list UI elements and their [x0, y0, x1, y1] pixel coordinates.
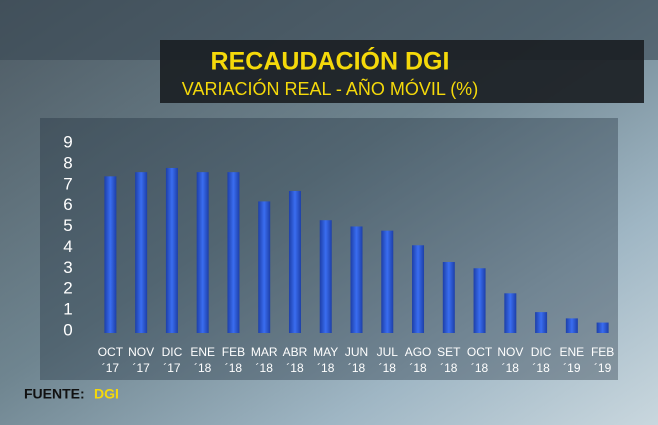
x-tick-label: ´18 — [348, 361, 366, 375]
x-tick-label: ENE — [190, 345, 215, 359]
x-tick-label: NOV — [497, 345, 523, 359]
bar — [565, 318, 578, 333]
x-tick-label: MAY — [313, 345, 338, 359]
x-tick-label: ´18 — [502, 361, 520, 375]
x-tick-label: NOV — [128, 345, 154, 359]
x-tick-label: JUL — [377, 345, 399, 359]
chart-subtitle: VARIACIÓN REAL - AÑO MÓVIL (%) — [182, 78, 478, 99]
x-tick-label: DIC — [162, 345, 183, 359]
x-tick-label: ENE — [560, 345, 585, 359]
x-tick-label: ´17 — [102, 361, 120, 375]
x-tick-label: OCT — [467, 345, 493, 359]
x-tick-label: MAR — [251, 345, 278, 359]
bar — [165, 167, 178, 333]
x-tick-label: OCT — [98, 345, 124, 359]
bar — [596, 322, 609, 333]
x-tick-label: ´17 — [132, 361, 150, 375]
bar — [381, 230, 394, 333]
x-tick-label: ´18 — [440, 361, 458, 375]
x-tick-label: ´18 — [379, 361, 397, 375]
y-tick-label: 8 — [63, 153, 72, 172]
y-tick-label: 1 — [63, 300, 72, 319]
bar — [104, 176, 117, 333]
y-tick-label: 9 — [63, 132, 72, 151]
bar — [535, 312, 548, 333]
x-tick-label: JUN — [345, 345, 368, 359]
y-tick-label: 2 — [63, 279, 72, 298]
x-tick-label: ´18 — [286, 361, 304, 375]
bar — [196, 172, 209, 333]
x-tick-label: ´19 — [594, 361, 612, 375]
x-tick-label: DIC — [531, 345, 552, 359]
x-tick-label: FEB — [591, 345, 614, 359]
y-tick-label: 6 — [63, 195, 72, 214]
x-tick-label: FEB — [222, 345, 245, 359]
x-tick-label: ´18 — [409, 361, 427, 375]
x-tick-label: SET — [437, 345, 461, 359]
source: DGI — [94, 386, 119, 402]
x-tick-label: ´18 — [194, 361, 212, 375]
title-box — [160, 40, 644, 103]
bar — [412, 245, 425, 333]
x-tick-label: ´18 — [532, 361, 550, 375]
bar — [350, 226, 363, 333]
y-tick-label: 7 — [63, 174, 72, 193]
x-tick-label: ABR — [283, 345, 308, 359]
y-tick-label: 0 — [63, 320, 72, 339]
bar — [227, 172, 240, 333]
bar — [258, 201, 271, 333]
bar — [504, 293, 517, 333]
bar — [288, 190, 301, 333]
bar — [319, 220, 332, 333]
source-label: FUENTE: — [24, 386, 85, 402]
x-tick-label: ´18 — [256, 361, 274, 375]
x-tick-label: ´18 — [317, 361, 335, 375]
x-tick-label: ´19 — [563, 361, 581, 375]
y-tick-label: 4 — [63, 237, 72, 256]
y-tick-label: 5 — [63, 216, 72, 235]
chart-title: RECAUDACIÓN DGI — [211, 46, 450, 76]
x-tick-label: ´18 — [225, 361, 243, 375]
bar — [442, 261, 455, 333]
x-tick-label: ´17 — [163, 361, 181, 375]
bar — [473, 268, 486, 333]
x-tick-label: ´18 — [471, 361, 489, 375]
x-tick-label: AGO — [405, 345, 432, 359]
bar — [135, 172, 148, 333]
y-tick-label: 3 — [63, 258, 72, 277]
